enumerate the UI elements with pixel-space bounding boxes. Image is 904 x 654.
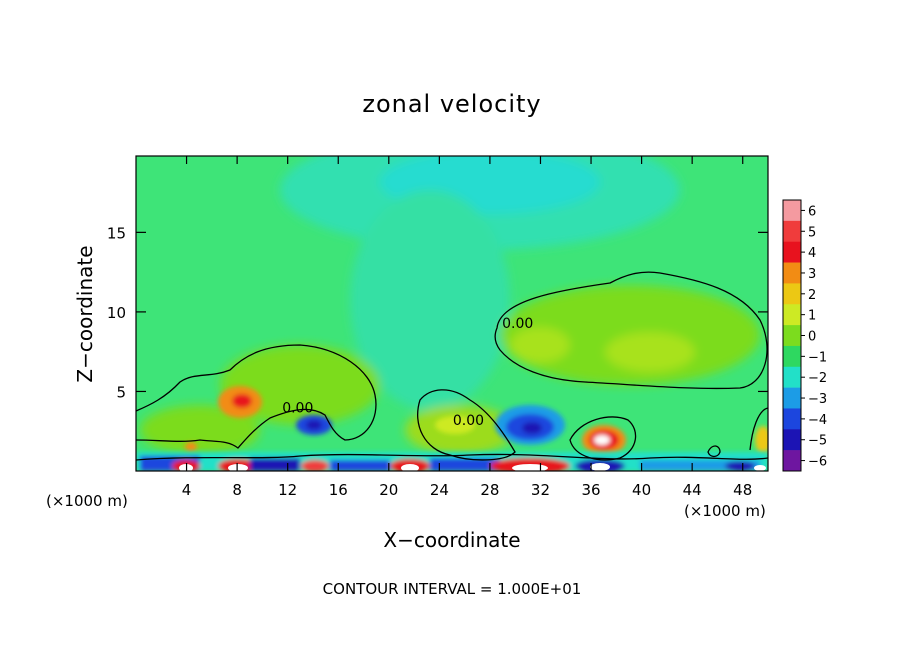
plot-frame <box>135 155 769 472</box>
y-tick-label-0: 5 <box>116 383 126 401</box>
zero-contour-mid <box>417 389 516 461</box>
x-tick-label-8: 36 <box>581 481 600 499</box>
field-max-37km-core <box>594 435 610 445</box>
field-mid-bottom-core <box>435 416 475 434</box>
x-tick-label-0: 4 <box>182 481 192 499</box>
field-surface-neg-6 <box>640 460 760 471</box>
x-tick-label-11: 48 <box>733 481 752 499</box>
field-max-19km <box>185 442 197 452</box>
x-axis-unit-right: (×1000 m) <box>684 502 766 520</box>
field-surface-neg-7 <box>725 461 755 471</box>
zero-contour-small <box>707 445 721 458</box>
x-tick-label-1: 8 <box>232 481 242 499</box>
x-tick-label-2: 12 <box>278 481 297 499</box>
colorbar: 6 5 4 3 2 1 0 −1 −2 −3 −4 −5 −6 <box>782 199 827 472</box>
zero-contour-lobe <box>569 416 637 461</box>
colorbar-label-1: 5 <box>808 225 816 240</box>
field-surface-neg-4 <box>430 458 500 471</box>
field-min-32km-core <box>522 422 542 434</box>
field-right-edge-positive <box>755 426 768 454</box>
field-surface-neg-3 <box>330 460 390 471</box>
surface-spot-3 <box>401 464 419 471</box>
contour-interval-note: CONTOUR INTERVAL = 1.000E+01 <box>323 580 582 598</box>
colorbar-swatch-8 <box>783 366 801 388</box>
colorbar-swatch-9 <box>783 387 801 409</box>
y-axis: 5 10 15 <box>107 224 768 401</box>
y-axis-label: Z−coordinate <box>73 245 97 382</box>
x-tick-label-7: 32 <box>531 481 550 499</box>
surface-spot-5 <box>590 463 610 471</box>
colorbar-label-6: 0 <box>808 330 816 345</box>
colorbar-label-12: −6 <box>808 455 827 470</box>
x-tick-label-5: 24 <box>430 481 449 499</box>
field-surface-max-3 <box>301 460 329 471</box>
colorbar-swatch-5 <box>783 304 801 326</box>
colorbar-label-5: 1 <box>808 309 816 324</box>
heatmap-field: 0.00 0.00 0.00 <box>136 156 768 471</box>
colorbar-swatch-6 <box>783 325 801 347</box>
field-mid-trough <box>350 190 510 410</box>
x-axis-unit-left: (×1000 m) <box>46 492 128 510</box>
colorbar-label-8: −2 <box>808 371 827 386</box>
y-tick-label-1: 10 <box>107 304 126 322</box>
x-tick-label-4: 20 <box>379 481 398 499</box>
x-tick-label-3: 16 <box>329 481 348 499</box>
x-tick-label-6: 28 <box>480 481 499 499</box>
field-min-14km-core <box>306 420 322 430</box>
colorbar-label-11: −5 <box>808 434 827 449</box>
colorbar-swatch-4 <box>783 283 801 305</box>
contour-labels: 0.00 0.00 0.00 <box>282 316 533 429</box>
colorbar-swatch-0 <box>783 200 801 222</box>
colorbar-swatch-7 <box>783 345 801 368</box>
colorbar-label-2: 4 <box>808 246 816 261</box>
colorbar-label-4: 2 <box>808 288 816 303</box>
field-right-positive-core-1 <box>510 327 570 363</box>
colorbar-label-3: 3 <box>808 267 816 282</box>
zero-contour-left <box>136 344 377 449</box>
zero-contour-right-edge <box>749 407 768 451</box>
colorbar-label-9: −3 <box>808 392 827 407</box>
zero-contours <box>136 271 768 461</box>
field-right-positive-core-2 <box>605 332 695 372</box>
field-surface-neg-2 <box>250 458 300 471</box>
zero-contour-right <box>494 271 768 390</box>
field-lower-left-positive <box>140 405 260 455</box>
contour-label-0: 0.00 <box>282 400 313 416</box>
colorbar-swatch-2 <box>783 241 801 263</box>
surface-spot-2 <box>228 464 248 471</box>
colorbar-label-0: 6 <box>808 204 816 219</box>
colorbar-swatch-11 <box>783 429 801 451</box>
contour-label-2: 0.00 <box>453 413 484 429</box>
colorbar-label-7: −1 <box>808 350 827 365</box>
colorbar-swatch-1 <box>783 220 801 242</box>
colorbar-label-10: −4 <box>808 413 827 428</box>
zero-contour-surface <box>136 453 768 461</box>
x-tick-label-9: 40 <box>632 481 651 499</box>
x-tick-label-10: 44 <box>683 481 702 499</box>
x-axis-label: X−coordinate <box>383 528 520 552</box>
contour-label-1: 0.00 <box>502 316 533 332</box>
colorbar-swatch-10 <box>783 408 801 430</box>
chart-title: zonal velocity <box>362 90 541 118</box>
field-max-8km-core <box>232 394 252 408</box>
y-tick-label-2: 15 <box>107 224 126 242</box>
surface-extrema-spots <box>179 463 766 471</box>
surface-spot-6 <box>754 465 766 471</box>
colorbar-swatch-12 <box>783 450 801 472</box>
colorbar-swatch-3 <box>783 262 801 284</box>
x-axis: 4 8 12 16 20 24 28 32 36 40 44 48 <box>182 156 752 499</box>
surface-spot-4 <box>512 464 548 471</box>
